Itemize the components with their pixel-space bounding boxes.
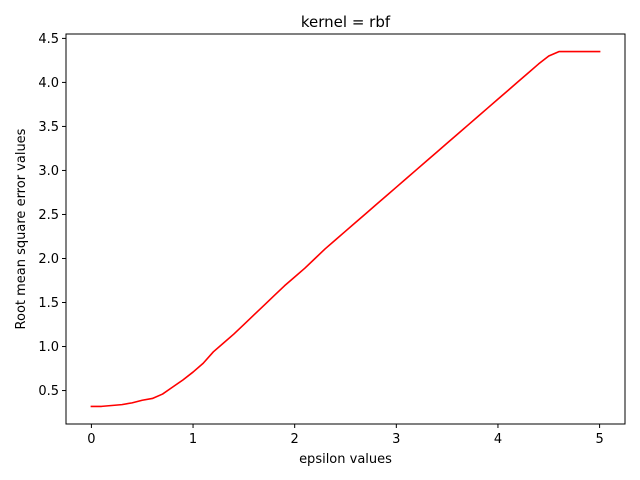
- series-line: [90, 50, 601, 408]
- y-tick-label: 3.5: [38, 120, 59, 135]
- y-tick-label: 0.5: [38, 384, 59, 399]
- x-tick-label: 1: [189, 432, 197, 447]
- y-tick-label: 1.5: [38, 296, 59, 311]
- y-tick-label: 2.0: [38, 252, 59, 267]
- plot-area: [90, 50, 601, 408]
- x-tick-label: 5: [595, 432, 603, 447]
- x-tick-label: 4: [494, 432, 502, 447]
- x-axis: 0 1 2 3 4 5: [87, 424, 604, 447]
- y-axis: 0.5 1.0 1.5 2.0 2.5 3.0 3.5 4.0 4.5: [38, 32, 66, 399]
- x-tick-label: 3: [392, 432, 400, 447]
- y-tick-label: 1.0: [38, 340, 59, 355]
- x-tick-label: 2: [291, 432, 299, 447]
- y-tick-label: 4.0: [38, 76, 59, 91]
- y-tick-label: 2.5: [38, 208, 59, 223]
- y-tick-label: 3.0: [38, 164, 59, 179]
- y-axis-label: Root mean square error values: [14, 128, 29, 329]
- x-axis-label: epsilon values: [299, 452, 392, 467]
- chart-title: kernel = rbf: [301, 13, 391, 31]
- axes-frame: [65, 33, 626, 425]
- x-tick-label: 0: [87, 432, 95, 447]
- y-tick-label: 4.5: [38, 32, 59, 47]
